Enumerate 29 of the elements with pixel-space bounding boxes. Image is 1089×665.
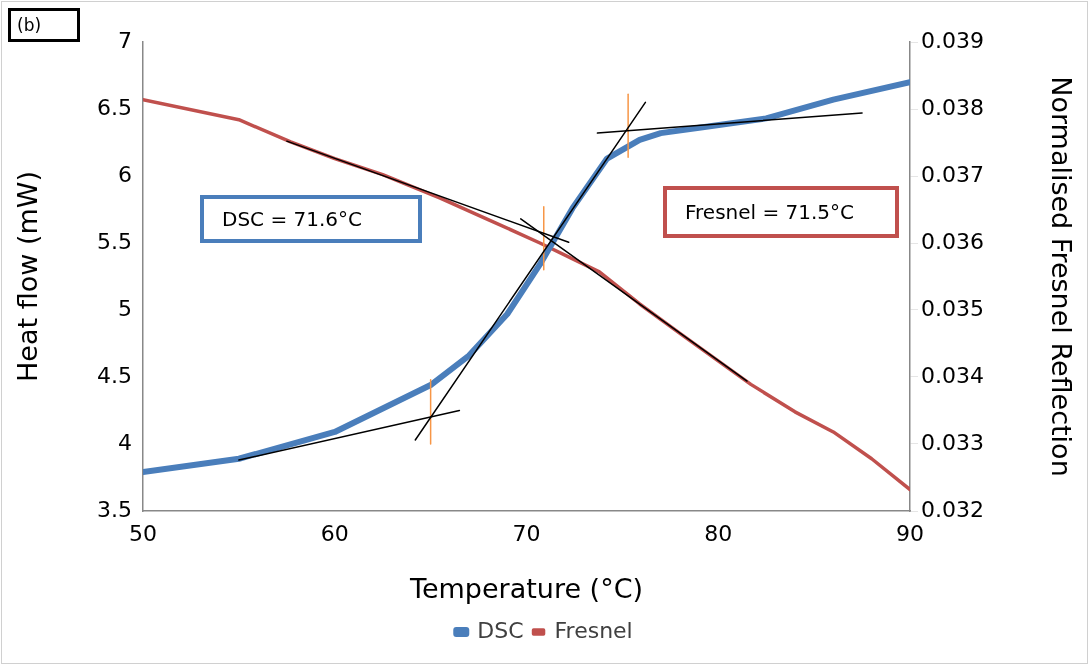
y2-tick-label: 0.032 [921,496,984,522]
x-tick-label: 90 [896,520,924,546]
annotation: DSC = 71.6°C [200,195,422,243]
y-tick-label: 4 [118,429,132,455]
annotation: Fresnel = 71.5°C [663,186,899,238]
x-tick-label: 80 [704,520,733,546]
y-tick-label: 3.5 [97,496,132,522]
text: (b) [8,8,80,42]
y-tick-label: 6 [118,161,132,187]
y2-tick-label: 0.036 [921,228,984,254]
y-tick-label: 5.5 [97,228,132,254]
y2-tick-label: 0.039 [921,27,984,53]
y-tick-label: 7 [118,27,132,53]
y2-tick-label: 0.037 [921,161,984,187]
x-tick-label: 70 [512,520,541,546]
y-tick-label: 6.5 [97,94,132,120]
x-axis-title: Temperature (°C) [408,572,644,604]
legend-label: Fresnel [554,617,633,643]
legend-label: DSC [477,617,524,643]
y2-axis-title: Normalised Fresnel Reflection [1045,76,1077,477]
y-axis-title: Heat flow (mW) [12,171,44,382]
y2-tick-label: 0.035 [921,295,984,321]
y2-tick-label: 0.033 [921,429,984,455]
y2-tick-label: 0.038 [921,94,984,120]
x-tick-label: 50 [129,520,157,546]
y-tick-label: 4.5 [97,362,132,388]
y-tick-label: 5 [118,295,132,321]
y2-tick-label: 0.034 [921,362,984,388]
x-tick-label: 60 [320,520,349,546]
